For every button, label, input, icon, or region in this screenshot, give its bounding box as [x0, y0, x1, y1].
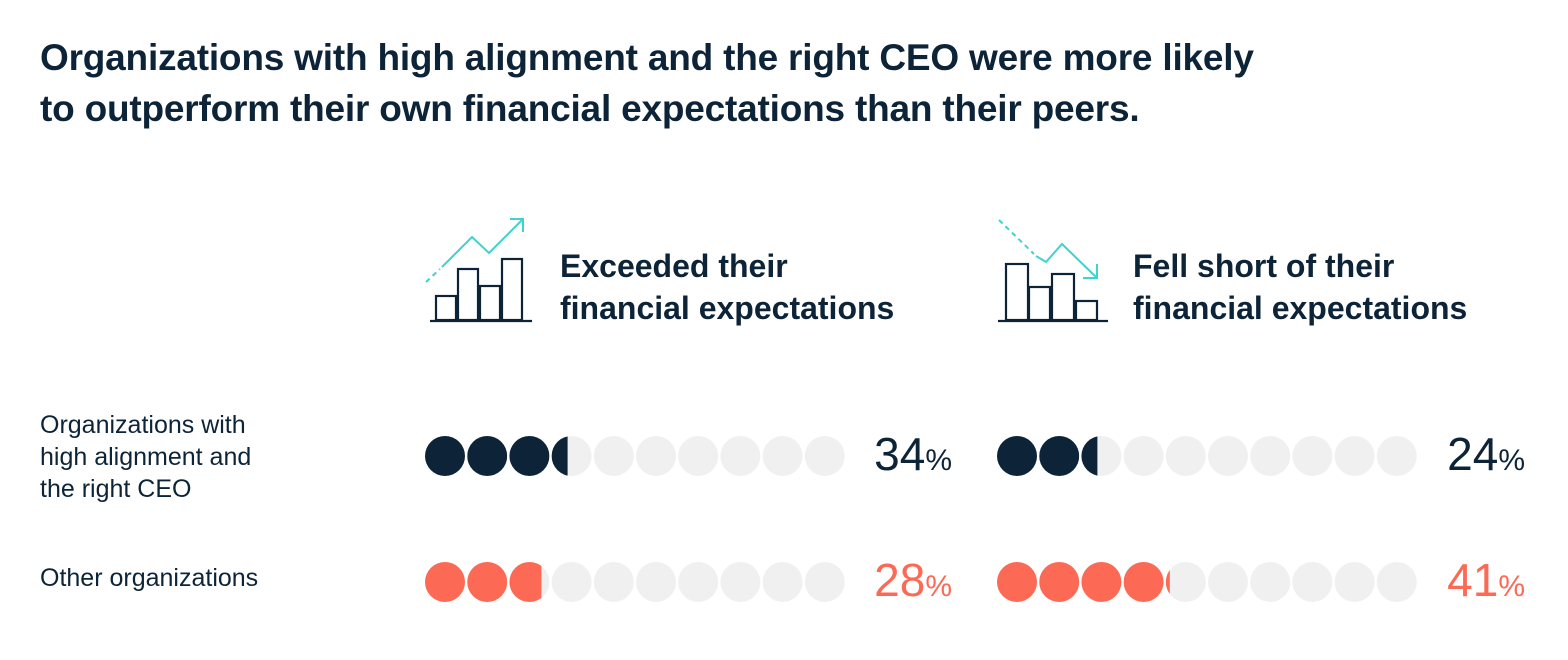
filled-dot: [1039, 562, 1080, 602]
value-number: 41: [1447, 554, 1499, 606]
empty-dot: [804, 436, 845, 476]
empty-dot: [1165, 562, 1206, 602]
empty-dot: [1250, 562, 1291, 602]
empty-dot: [636, 436, 676, 476]
column-header-line-2: financial expectations: [1133, 290, 1468, 326]
empty-dot: [1334, 562, 1375, 602]
dot-row-aligned-exceeded: [425, 436, 845, 476]
filled-dot: [509, 436, 550, 476]
title-line-2: to outperform their own financial expect…: [40, 88, 1140, 129]
filled-dot: [467, 562, 508, 602]
row-label-aligned: Organizations with high alignment and th…: [40, 409, 251, 505]
column-header-line-1: Fell short of their: [1133, 248, 1395, 284]
value-label-aligned-fell-short: 24%: [1405, 429, 1525, 486]
empty-dot: [720, 562, 761, 602]
empty-dot: [762, 562, 803, 602]
empty-dot: [1208, 436, 1248, 476]
filled-dot: [1039, 436, 1080, 476]
empty-dot: [762, 436, 803, 476]
row-label-line-1: Organizations with: [40, 411, 246, 439]
column-header-line-2: financial expectations: [560, 290, 895, 326]
empty-dot: [636, 562, 676, 602]
dot-row-aligned-fell-short: [997, 436, 1417, 476]
bar-chart-trend-down-icon: [996, 216, 1110, 329]
page-title: Organizations with high alignment and th…: [40, 32, 1500, 134]
value-number: 34: [874, 428, 926, 480]
value-unit: %: [925, 444, 952, 477]
empty-dot: [1292, 562, 1333, 602]
column-header-exceeded: Exceeded their financial expectations: [560, 245, 894, 329]
empty-dot: [678, 562, 719, 602]
value-unit: %: [1498, 444, 1525, 477]
column-header-fell-short: Fell short of their financial expectatio…: [1133, 245, 1467, 329]
empty-dot: [1292, 436, 1333, 476]
empty-dot: [678, 436, 719, 476]
value-unit: %: [925, 570, 952, 603]
filled-dot: [1165, 570, 1170, 594]
value-label-aligned-exceeded: 34%: [832, 429, 952, 486]
filled-dot: [425, 562, 465, 602]
dot-row-other-exceeded: [425, 562, 845, 602]
empty-dot: [1376, 562, 1417, 602]
filled-dot: [551, 436, 568, 476]
row-label-line-2: high alignment and: [40, 443, 252, 471]
empty-dot: [1334, 436, 1375, 476]
column-header-line-1: Exceeded their: [560, 248, 788, 284]
empty-dot: [1208, 562, 1248, 602]
empty-dot: [1376, 436, 1417, 476]
empty-dot: [804, 562, 845, 602]
row-label-line-1: Other organizations: [40, 564, 259, 592]
title-line-1: Organizations with high alignment and th…: [40, 37, 1254, 78]
row-label-other: Other organizations: [40, 562, 258, 594]
filled-dot: [997, 436, 1037, 476]
value-label-other-exceeded: 28%: [832, 555, 952, 612]
value-number: 28: [874, 554, 926, 606]
filled-dot: [997, 562, 1037, 602]
filled-dot: [467, 436, 508, 476]
filled-dot: [1081, 436, 1098, 476]
filled-dot: [425, 436, 465, 476]
empty-dot: [551, 562, 592, 602]
filled-dot: [1123, 562, 1164, 602]
filled-dot: [509, 562, 542, 602]
empty-dot: [593, 436, 634, 476]
empty-dot: [720, 436, 761, 476]
value-unit: %: [1498, 570, 1525, 603]
empty-dot: [593, 562, 634, 602]
dot-row-other-fell-short: [997, 562, 1417, 602]
value-label-other-fell-short: 41%: [1405, 555, 1525, 612]
empty-dot: [1250, 436, 1291, 476]
filled-dot: [1081, 562, 1122, 602]
row-label-line-3: the right CEO: [40, 475, 192, 503]
empty-dot: [1123, 436, 1164, 476]
empty-dot: [1165, 436, 1206, 476]
value-number: 24: [1447, 428, 1499, 480]
bar-chart-trend-up-icon: [424, 216, 534, 329]
